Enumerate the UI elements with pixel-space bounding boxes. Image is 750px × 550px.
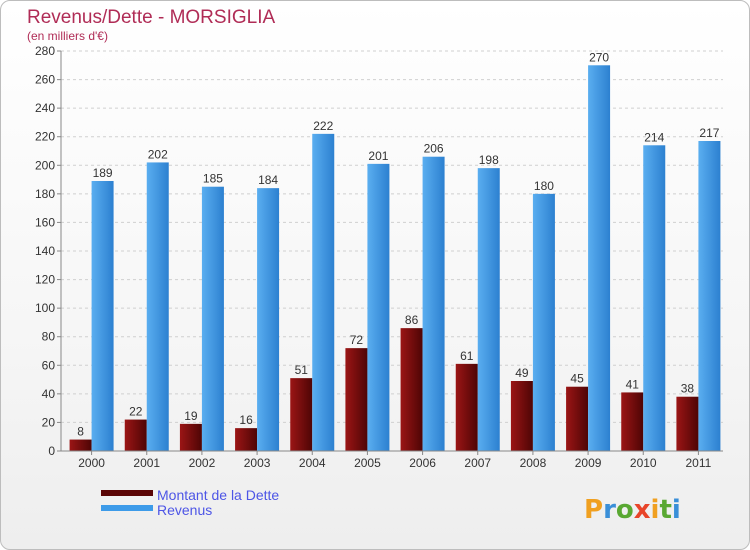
bar-debt: [400, 328, 423, 451]
bar-revenus: [257, 188, 280, 451]
y-tick-label: 60: [42, 358, 56, 372]
x-axis: 2000 2001 2002 2003 2004 2005 2006 2007 2008 2009…: [61, 450, 723, 470]
y-tick-label: 140: [35, 244, 55, 258]
data-label: 86: [405, 313, 419, 327]
bar-debt: [69, 439, 92, 451]
x-tick-label: 2001: [133, 456, 160, 470]
data-label: 184: [258, 173, 278, 187]
proxiti-logo: Proxiti: [584, 495, 681, 525]
data-label: 189: [93, 166, 113, 180]
bars: 8 189 22 202 19 185 16 184 51 222 72 201 86 206 61 198 4…: [69, 50, 721, 452]
data-label: 16: [239, 413, 253, 427]
x-tick-label: 2003: [244, 456, 271, 470]
legend-swatch-revenus: [101, 505, 153, 511]
data-label: 270: [589, 50, 609, 64]
y-tick-label: 0: [48, 444, 55, 458]
y-tick-label: 100: [35, 301, 55, 315]
data-label: 19: [184, 409, 198, 423]
data-label: 201: [368, 149, 388, 163]
y-tick-label: 220: [35, 130, 55, 144]
logo-letter: i: [651, 495, 660, 525]
logo-text: Proxiti: [584, 495, 681, 525]
x-tick-label: 2002: [189, 456, 216, 470]
logo-letter: o: [616, 495, 634, 525]
bar-revenus: [91, 181, 114, 451]
logo-letter: r: [603, 495, 616, 525]
x-tick-label: 2007: [464, 456, 491, 470]
legend-label-debt: Montant de la Dette: [157, 487, 279, 503]
y-tick-label: 260: [35, 73, 55, 87]
y-tick-label: 20: [42, 415, 56, 429]
y-tick-label: 180: [35, 187, 55, 201]
logo-letter: i: [672, 495, 681, 525]
bar-revenus: [312, 133, 335, 451]
logo-letter: P: [584, 495, 603, 525]
y-axis: 0 20 40 60 80 100 120 140 160 180 200 220 240 260 280: [35, 44, 62, 458]
data-label: 72: [350, 333, 364, 347]
data-label: 198: [479, 153, 499, 167]
data-label: 51: [295, 363, 309, 377]
bar-revenus: [477, 168, 500, 451]
data-label: 185: [203, 172, 223, 186]
x-tick-label: 2011: [686, 456, 712, 470]
data-label: 61: [460, 349, 474, 363]
bar-debt: [621, 392, 644, 451]
bar-revenus: [532, 193, 555, 451]
bar-revenus: [201, 186, 224, 451]
bar-revenus: [422, 156, 445, 451]
logo-letter: t: [659, 495, 671, 525]
data-label: 202: [148, 147, 168, 161]
bar-revenus: [698, 141, 721, 451]
data-label: 38: [681, 382, 695, 396]
logo-letter: x: [634, 495, 651, 525]
x-tick-label: 2000: [78, 456, 105, 470]
x-tick-label: 2008: [520, 456, 547, 470]
gridlines: [61, 50, 723, 452]
data-label: 45: [570, 372, 584, 386]
bar-debt: [290, 378, 313, 451]
bar-debt: [179, 423, 202, 451]
y-tick-label: 80: [42, 330, 56, 344]
chart-subtitle: (en milliers d'€): [27, 29, 108, 43]
x-tick-label: 2004: [299, 456, 326, 470]
data-label: 222: [313, 119, 333, 133]
x-tick-label: 2010: [630, 456, 657, 470]
data-label: 22: [129, 405, 143, 419]
bar-revenus: [367, 163, 390, 451]
chart-title: Revenus/Dette - MORSIGLIA: [27, 7, 275, 28]
bar-revenus: [146, 162, 169, 451]
x-tick-label: 2009: [575, 456, 602, 470]
y-tick-label: 280: [35, 44, 55, 58]
y-tick-label: 40: [42, 387, 56, 401]
x-tick-label: 2006: [409, 456, 436, 470]
legend-label-revenus: Revenus: [157, 502, 212, 518]
bar-debt: [455, 363, 478, 451]
bar-debt: [510, 381, 533, 451]
bar-debt: [566, 386, 589, 451]
data-label: 214: [644, 130, 664, 144]
legend: Montant de la Dette Revenus: [101, 487, 279, 518]
bar-debt: [676, 396, 699, 451]
bar-debt: [235, 428, 258, 451]
bar-debt: [345, 348, 368, 451]
data-label: 180: [534, 179, 554, 193]
data-label: 49: [515, 366, 529, 380]
y-tick-label: 160: [35, 215, 55, 229]
bar-revenus: [643, 145, 666, 452]
data-label: 217: [699, 126, 719, 140]
data-label: 206: [424, 142, 444, 156]
bar-debt: [124, 419, 147, 451]
y-tick-label: 120: [35, 273, 55, 287]
legend-swatch-debt: [101, 490, 153, 496]
bar-revenus: [588, 65, 611, 452]
x-tick-label: 2005: [354, 456, 381, 470]
data-label: 8: [77, 425, 84, 439]
data-label: 41: [626, 377, 640, 391]
y-tick-label: 240: [35, 101, 55, 115]
y-tick-label: 200: [35, 158, 55, 172]
